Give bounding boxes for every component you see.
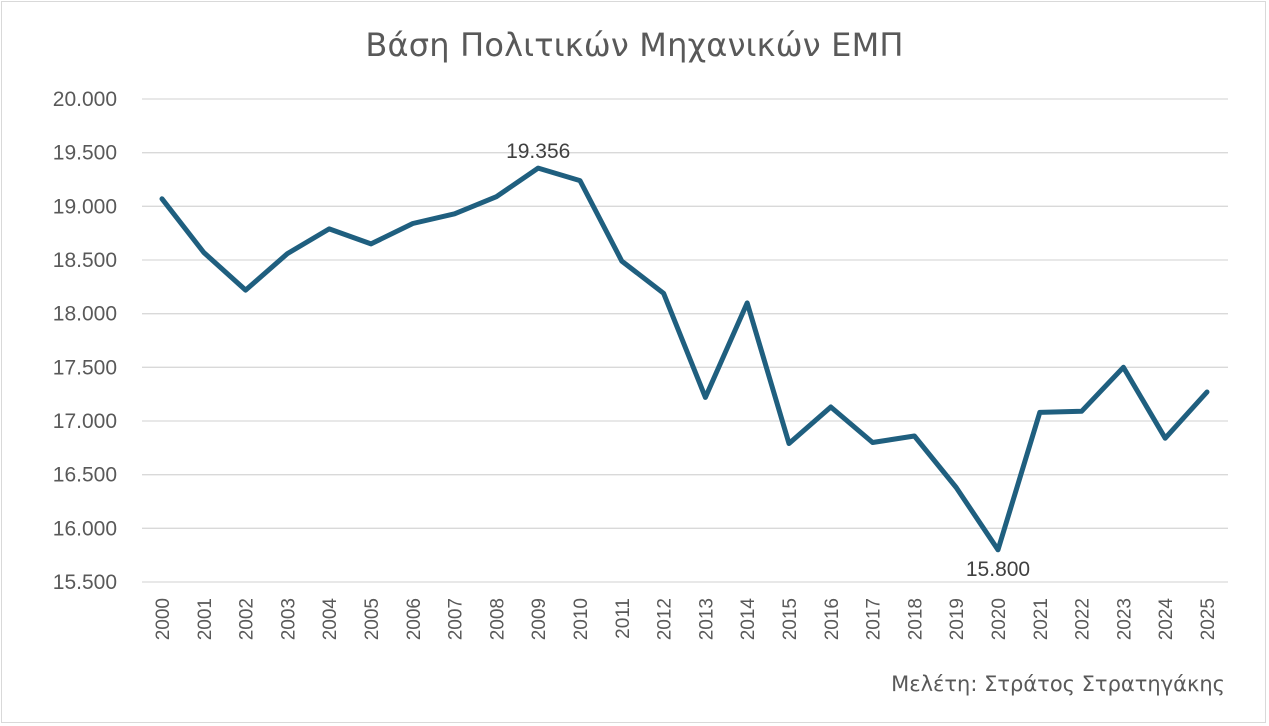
x-tick-label: 2017 (864, 598, 885, 640)
x-tick-label: 2018 (905, 598, 926, 640)
x-tick-label: 2007 (446, 598, 467, 640)
x-tick-label: 2001 (195, 598, 216, 640)
y-tick-label: 17.500 (53, 356, 117, 379)
y-tick-label: 16.500 (53, 464, 117, 487)
y-tick-label: 20.000 (53, 88, 117, 111)
x-tick-label: 2023 (1114, 598, 1135, 640)
x-tick-label: 2000 (153, 598, 174, 640)
x-tick-label: 2011 (613, 598, 634, 639)
y-tick-label: 19.000 (53, 195, 117, 218)
x-tick-label: 2021 (1031, 598, 1052, 640)
x-tick-label: 2005 (362, 598, 383, 640)
x-tick-label: 2016 (822, 598, 843, 640)
credit-text: Μελέτη: Στράτος Στρατηγάκης (891, 672, 1225, 696)
y-tick-label: 17.000 (53, 410, 117, 433)
y-tick-label: 18.000 (53, 303, 117, 326)
data-label: 19.356 (506, 140, 570, 163)
x-tick-label: 2008 (487, 598, 508, 640)
x-tick-label: 2014 (738, 598, 759, 641)
x-tick-label: 2003 (278, 598, 299, 640)
x-tick-label: 2019 (947, 598, 968, 640)
x-tick-label: 2010 (571, 598, 592, 640)
x-tick-label: 2009 (529, 598, 550, 640)
y-tick-label: 15.500 (53, 571, 117, 594)
x-tick-label: 2012 (655, 598, 676, 640)
x-tick-label: 2013 (696, 598, 717, 640)
x-tick-label: 2024 (1156, 598, 1177, 641)
x-tick-label: 2025 (1198, 598, 1219, 640)
data-label: 15.800 (966, 558, 1030, 581)
x-tick-label: 2006 (404, 598, 425, 640)
x-tick-label: 2002 (237, 598, 258, 640)
x-tick-label: 2015 (780, 598, 801, 640)
x-tick-label: 2004 (320, 598, 341, 641)
y-tick-label: 19.500 (53, 142, 117, 165)
chart-title: Βάση Πολιτικών Μηχανικών ΕΜΠ (365, 26, 904, 64)
x-tick-label: 2022 (1073, 598, 1094, 640)
y-tick-label: 16.000 (53, 517, 117, 540)
series-line (159, 165, 1210, 553)
y-tick-label: 18.500 (53, 249, 117, 272)
x-tick-label: 2020 (989, 598, 1010, 640)
